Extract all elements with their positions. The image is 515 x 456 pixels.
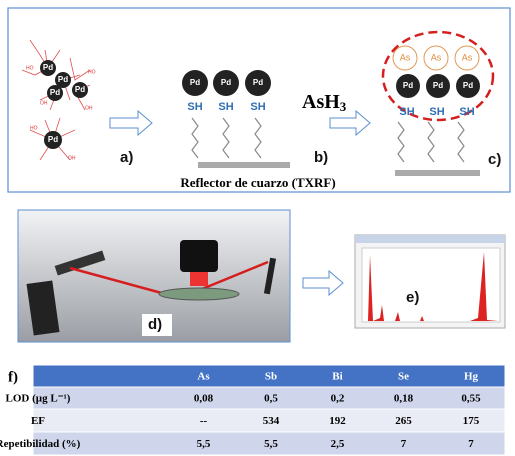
pd-label: Pd	[43, 63, 53, 72]
oh-label: OH	[85, 105, 93, 111]
ho-label: HO	[26, 65, 34, 71]
arrow	[302, 269, 344, 297]
step-label: c)	[488, 151, 501, 168]
table-cell: 192	[329, 415, 346, 427]
oh-label: OH	[68, 155, 76, 161]
table-label: f)	[8, 369, 18, 385]
arsenic-layer	[381, 30, 495, 176]
pd-label: Pd	[50, 88, 60, 97]
arrow	[109, 109, 153, 137]
sh-label: SH	[459, 106, 474, 118]
header-cell: Hg	[464, 371, 479, 383]
instrument-parts	[26, 240, 277, 336]
label-box	[400, 287, 432, 309]
header-cell: As	[197, 371, 210, 383]
reagent-sub: 3	[340, 99, 347, 114]
spectrum-label: e)	[406, 289, 419, 306]
as-label: As	[431, 52, 442, 62]
as-label: As	[462, 52, 473, 62]
header-cell: Bi	[332, 371, 342, 383]
photo-label: d)	[148, 316, 162, 333]
pd-label: Pd	[463, 81, 473, 90]
thiol-layer	[182, 70, 290, 168]
pd-label: Pd	[403, 81, 413, 90]
pd-label: Pd	[221, 78, 231, 87]
pd-label: Pd	[253, 78, 263, 87]
sh-label: SH	[250, 101, 265, 113]
sh-label: SH	[399, 106, 414, 118]
scheme-frame	[7, 7, 511, 193]
table-cell: 7	[401, 438, 407, 450]
pd-label: Pd	[58, 75, 68, 84]
pd-label: Pd	[433, 81, 443, 90]
caption: Reflector de cuarzo (TXRF)	[180, 175, 335, 190]
ho-label: HO	[30, 125, 38, 131]
pd-label: Pd	[190, 78, 200, 87]
step-label: a)	[120, 149, 133, 166]
table-cell: Repetibilidad (%)	[0, 438, 81, 450]
table-cell: 2,5	[331, 438, 345, 450]
table-cell: LOD (µg L⁻¹)	[6, 393, 71, 405]
pd-label: Pd	[75, 85, 85, 94]
as-label: As	[400, 52, 411, 62]
table-cell: 0,08	[194, 393, 214, 405]
table-cell: 0,18	[394, 393, 414, 405]
table-row	[32, 431, 506, 456]
header-cell: Sb	[265, 371, 277, 383]
table-cell: --	[200, 415, 208, 427]
table-cell: 5,5	[264, 438, 278, 450]
label-box	[142, 314, 172, 336]
results-table: As Sb Bi Se Hg LOD (µg L⁻¹) 0,08 0,5 0,2 0,18 0,55…	[0, 364, 506, 456]
sh-label: SH	[187, 101, 202, 113]
table-cell: 534	[263, 415, 280, 427]
pd-label: Pd	[48, 135, 58, 144]
step-label: b)	[314, 149, 328, 166]
table-cell: EF	[31, 415, 45, 427]
table-cell: 0,2	[331, 393, 345, 405]
table-cell: 265	[395, 415, 412, 427]
header-cell: Se	[398, 371, 409, 383]
oh-label: OH	[40, 100, 48, 106]
plot-area	[361, 247, 501, 323]
ho-label: HO	[88, 69, 96, 75]
reagent: AsH3	[302, 91, 347, 114]
sh-label: SH	[218, 101, 233, 113]
window-bar	[355, 235, 505, 243]
table-cell: 5,5	[197, 438, 211, 450]
sh-label: SH	[429, 106, 444, 118]
table-cell: 175	[463, 415, 480, 427]
table-cell: 0,5	[264, 393, 278, 405]
spectrum-peaks	[363, 252, 498, 321]
arrow	[329, 109, 371, 137]
reagent-main: AsH	[302, 91, 340, 113]
pd-particles	[40, 60, 88, 149]
table-cell: 7	[468, 438, 474, 450]
table-cell: 0,55	[461, 393, 481, 405]
